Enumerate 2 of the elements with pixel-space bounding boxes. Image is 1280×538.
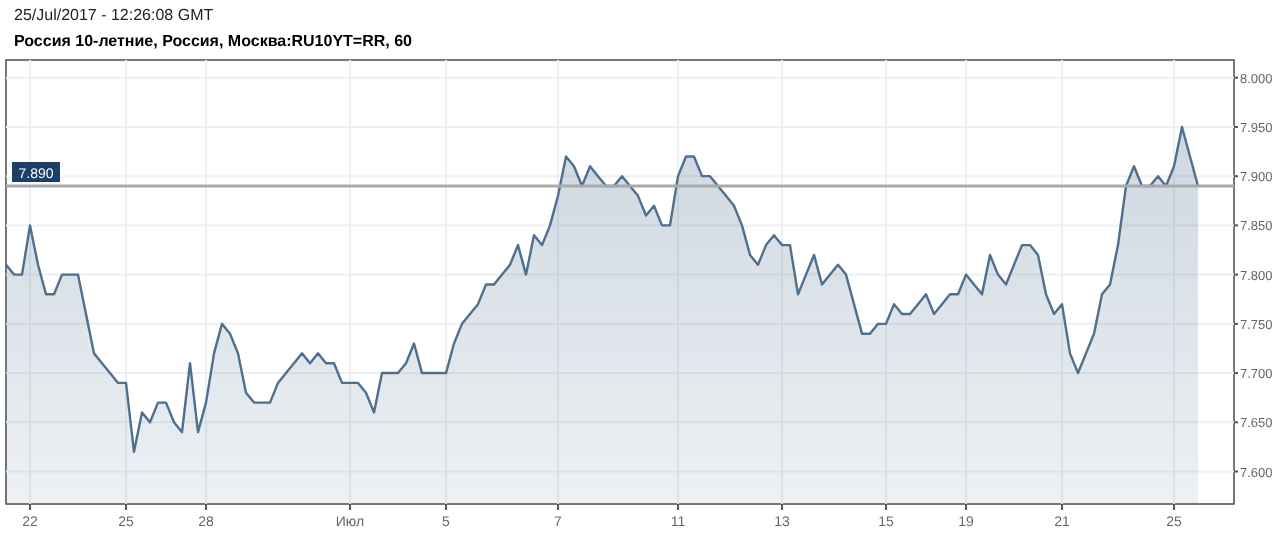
text: 25/Jul/2017 - 12:26:08 GMT — [14, 6, 214, 24]
chart-title: Россия 10-летние, Россия, Москва:RU10YT=RR, 60 — [14, 32, 414, 50]
